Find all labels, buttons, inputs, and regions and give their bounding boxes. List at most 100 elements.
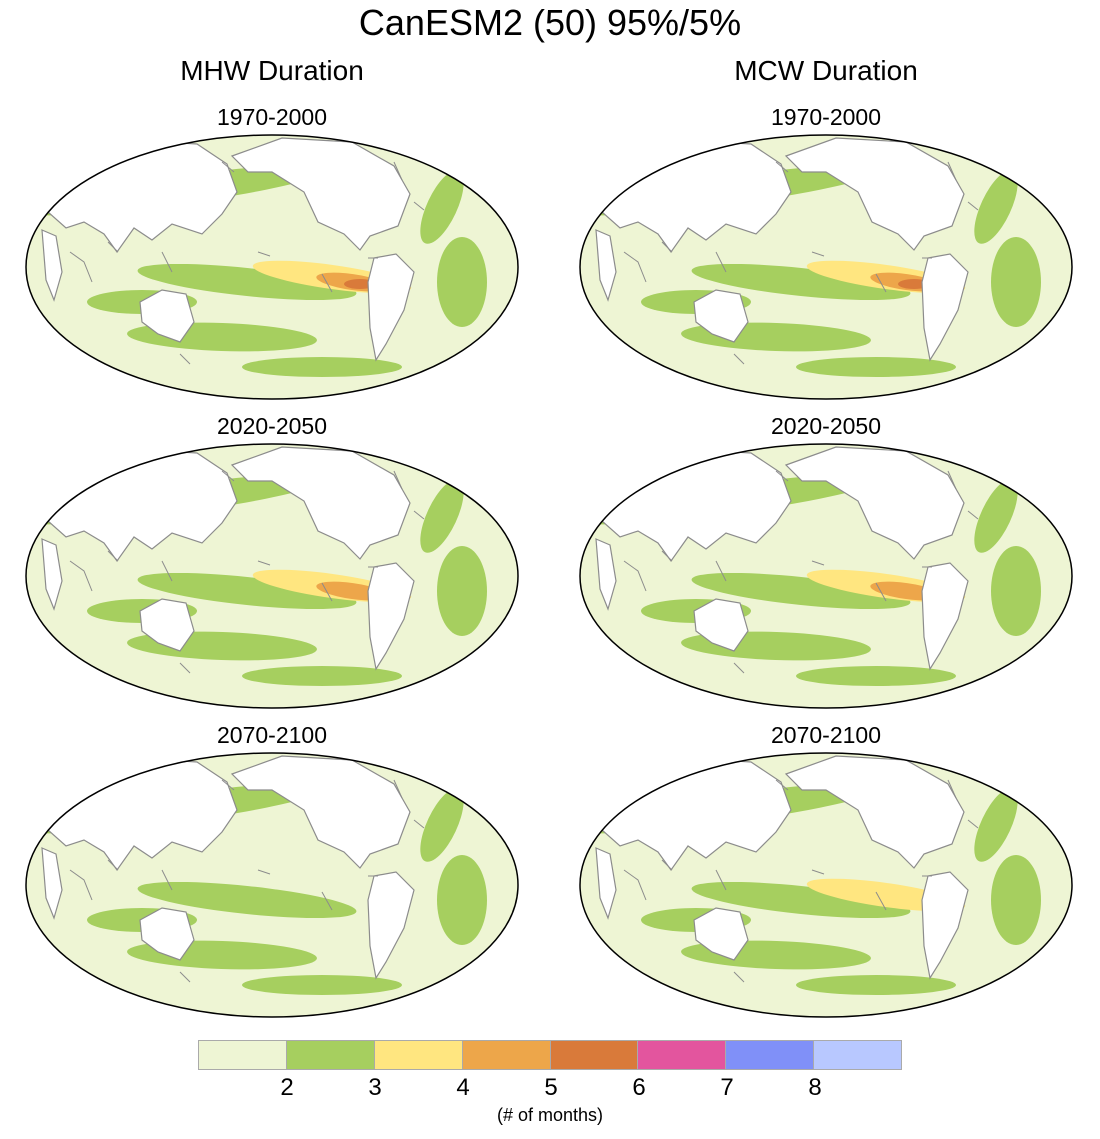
map-coastline [179, 353, 191, 365]
map-mcw-2070-2100 [579, 752, 1073, 1018]
map-duration-band [691, 881, 911, 919]
colorbar-tick-5: 5 [544, 1074, 558, 1101]
map-land [41, 847, 63, 920]
map-coastline [875, 273, 887, 293]
map-coastline [967, 819, 979, 829]
colorbar-tick-8: 8 [808, 1074, 822, 1101]
map-duration-band [991, 546, 1041, 636]
map-coastline [947, 779, 957, 799]
map-duration-band [991, 237, 1041, 327]
map-coastline [775, 470, 789, 482]
map-duration-band [796, 975, 956, 995]
map-coastline [715, 869, 727, 891]
map-coastline [393, 161, 403, 181]
map-land [139, 598, 195, 652]
map-duration-band [420, 479, 464, 553]
map-coastline [321, 582, 333, 602]
map-duration-band [242, 357, 402, 377]
map-coastline [221, 779, 235, 791]
map-coastline [967, 510, 979, 520]
map-mhw-2020-2050 [25, 443, 519, 709]
map-coastline [715, 560, 727, 582]
map-duration-band [437, 237, 487, 327]
map-land [693, 598, 749, 652]
map-coastline [107, 241, 119, 253]
map-land [41, 229, 63, 302]
map-frame [25, 134, 519, 400]
map-land [367, 871, 415, 980]
map-duration-band [242, 666, 402, 686]
colorbar-class-3 [374, 1041, 463, 1069]
map-duration-band [242, 975, 402, 995]
map-coastline [875, 891, 887, 911]
map-duration-band [437, 546, 487, 636]
map-land [784, 755, 965, 869]
map-coastline [623, 869, 647, 901]
map-duration-band [437, 855, 487, 945]
panel-title-mcw-1970: 1970-2000 [771, 104, 881, 130]
map-frame [25, 443, 519, 709]
map-land [367, 253, 415, 362]
map-coastline [775, 161, 789, 173]
map-coastline [661, 241, 673, 253]
map-duration-band [796, 357, 956, 377]
map-land [230, 755, 411, 869]
colorbar-tick-4: 4 [456, 1074, 470, 1101]
map-land [921, 871, 969, 980]
map-coastline [413, 201, 425, 211]
map-coastline [393, 779, 403, 799]
map-duration-band [137, 263, 357, 301]
colorbar-class-7 [726, 1041, 815, 1069]
map-coastline [393, 470, 403, 490]
map-land [693, 289, 749, 343]
map-coastline [321, 273, 333, 293]
map-coastline [321, 891, 333, 911]
map-coastline [221, 470, 235, 482]
map-land [595, 229, 617, 302]
colorbar-tick-2: 2 [280, 1074, 294, 1101]
map-coastline [107, 859, 119, 871]
map-mcw-2020-2050 [579, 443, 1073, 709]
colorbar-class-5 [550, 1041, 639, 1069]
map-land [230, 137, 411, 251]
map-land [921, 562, 969, 671]
map-coastline [69, 560, 93, 592]
map-coastline [733, 662, 745, 674]
figure-title: CanESM2 (50) 95%/5% [358, 2, 742, 43]
panel-title-mhw-1970: 1970-2000 [217, 104, 327, 130]
panel-title-mhw-2070: 2070-2100 [217, 722, 327, 748]
colorbar-tick-6: 6 [632, 1074, 646, 1101]
map-coastline [947, 470, 957, 490]
map-duration-band [137, 572, 357, 610]
map-coastline [107, 550, 119, 562]
map-coastline [661, 859, 673, 871]
map-frame [25, 752, 519, 1018]
map-duration-band [974, 788, 1018, 862]
map-coastline [811, 560, 825, 566]
map-land [139, 289, 195, 343]
map-land [693, 907, 749, 961]
map-coastline [161, 869, 173, 891]
map-coastline [967, 201, 979, 211]
map-coastline [811, 251, 825, 257]
map-mhw-1970-2000 [25, 134, 519, 400]
map-land [139, 907, 195, 961]
map-duration-band [691, 263, 911, 301]
map-land [595, 847, 617, 920]
map-coastline [875, 582, 887, 602]
map-land [784, 137, 965, 251]
colorbar-class-6 [638, 1041, 727, 1069]
panel-title-mcw-2070: 2070-2100 [771, 722, 881, 748]
panel-title-mcw-2020: 2020-2050 [771, 413, 881, 439]
colorbar-class-2 [286, 1041, 375, 1069]
map-duration-band [991, 855, 1041, 945]
colorbar-class-8 [814, 1041, 901, 1069]
colorbar-tick-7: 7 [720, 1074, 734, 1101]
map-coastline [257, 869, 271, 875]
colorbar [198, 1040, 902, 1070]
map-coastline [661, 550, 673, 562]
column-title-mhw: MHW Duration [180, 55, 364, 86]
map-frame [579, 134, 1073, 400]
map-duration-band [691, 572, 911, 610]
map-coastline [69, 869, 93, 901]
